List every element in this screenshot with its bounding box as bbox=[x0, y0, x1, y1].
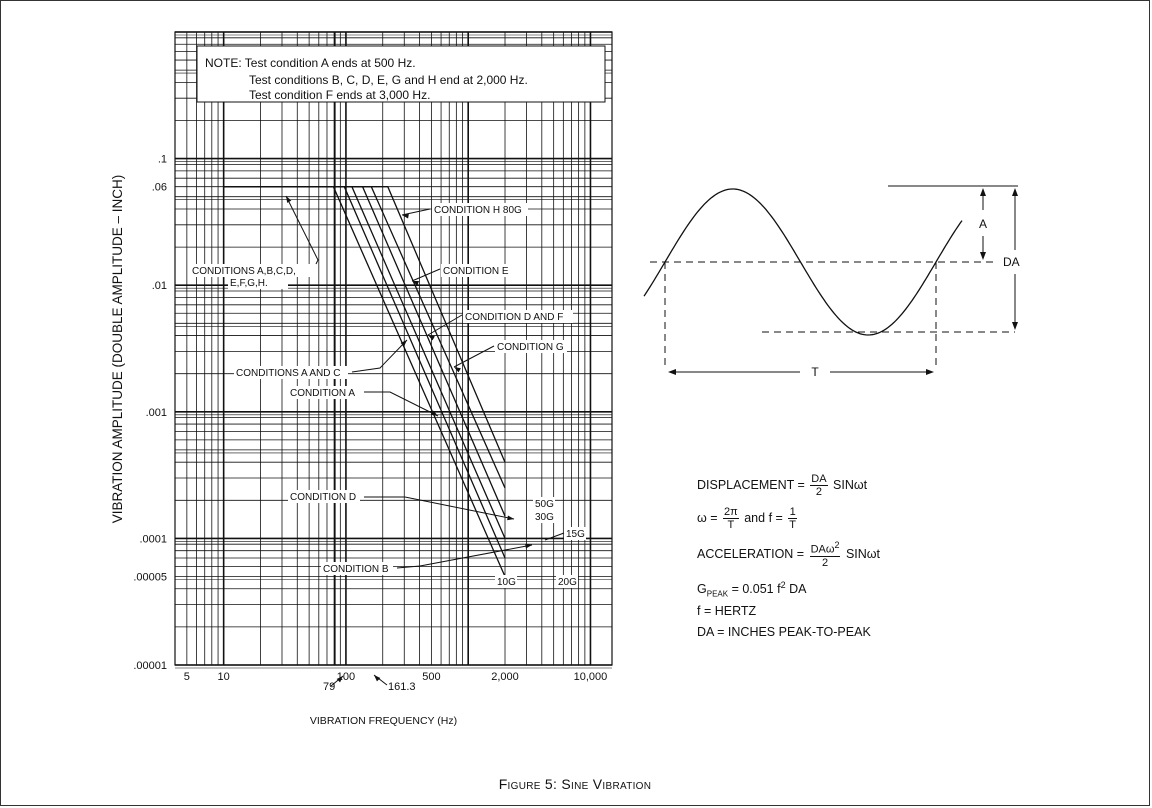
label-conditions-all-2-bg bbox=[228, 276, 288, 289]
arrow-condition-b bbox=[525, 543, 532, 549]
y-tick-label: .06 bbox=[152, 182, 167, 194]
label-20g-bg bbox=[556, 575, 578, 588]
double-amplitude-head-down bbox=[1012, 322, 1018, 330]
label-15g-bg bbox=[564, 527, 586, 540]
label-conditions-all-bg bbox=[190, 264, 312, 277]
amplitude-head-down bbox=[980, 252, 986, 260]
amplitude-head-up bbox=[980, 188, 986, 196]
leader-condition-d bbox=[364, 496, 515, 520]
period-arrowhead-right bbox=[926, 369, 934, 375]
x-tick-label: 10 bbox=[218, 671, 230, 683]
series-line bbox=[223, 186, 506, 463]
arrow-condition-a bbox=[431, 410, 438, 416]
label-condition-d-bg bbox=[288, 490, 360, 503]
da-definition: DA = INCHES PEAK-TO-PEAK bbox=[697, 625, 871, 639]
label-30g: 30G bbox=[535, 512, 554, 523]
label-161-hz: 161.3 bbox=[388, 681, 416, 693]
arrow-79-hz bbox=[336, 676, 343, 683]
label-20g: 20G bbox=[558, 577, 577, 588]
label-15g: 15G bbox=[566, 529, 585, 540]
y-axis-title: VIBRATION AMPLITUDE (DOUBLE AMPLITUDE – … bbox=[110, 175, 125, 524]
note-line-1: NOTE: Test condition A ends at 500 Hz. bbox=[205, 56, 416, 70]
leader-condition-b bbox=[396, 544, 533, 569]
x-tick-label: 5 bbox=[184, 671, 190, 683]
arrow-conditions-all bbox=[286, 196, 292, 203]
leader-condition-h bbox=[401, 208, 431, 216]
x-tick-label: 2,000 bbox=[491, 671, 519, 683]
double-amplitude-label: DA bbox=[1003, 255, 1020, 269]
label-condition-df: CONDITION D AND F bbox=[465, 312, 563, 323]
note-line-2: Test conditions B, C, D, E, G and H end … bbox=[249, 73, 528, 87]
chart-grid: 5 10 100 500 2,000 10,000 .1 .06 .01 .001 .0001 .00… bbox=[110, 31, 613, 727]
label-10g-bg bbox=[495, 575, 517, 588]
leader-conditions-ac bbox=[351, 339, 408, 373]
label-condition-h: CONDITION H 80G bbox=[434, 205, 522, 216]
amplitude-label: A bbox=[979, 217, 987, 231]
sine-wave-diagram: T A DA bbox=[643, 185, 1020, 379]
period-arrowhead-left bbox=[668, 369, 676, 375]
label-condition-d: CONDITION D bbox=[290, 492, 356, 503]
label-conditions-ac-bg bbox=[234, 366, 348, 379]
arrow-condition-h bbox=[402, 213, 409, 219]
label-50g: 50G bbox=[535, 499, 554, 510]
leader-condition-e bbox=[411, 268, 441, 282]
label-30g-bg bbox=[533, 510, 555, 523]
leader-conditions-all bbox=[285, 195, 319, 265]
arrow-condition-df bbox=[428, 335, 435, 341]
label-79-hz: 79 bbox=[323, 681, 335, 693]
label-condition-g: CONDITION G bbox=[497, 342, 564, 353]
y-tick-label: .00005 bbox=[133, 572, 167, 584]
arrow-condition-d bbox=[507, 515, 514, 521]
arrow-condition-g bbox=[454, 367, 461, 373]
y-tick-label: .01 bbox=[152, 280, 167, 292]
y-tick-label: .00001 bbox=[133, 660, 167, 672]
period-label: T bbox=[811, 365, 819, 379]
arrow-conditions-ac bbox=[400, 340, 407, 347]
label-condition-b: CONDITION B bbox=[323, 564, 389, 575]
label-condition-e: CONDITION E bbox=[443, 266, 509, 277]
figure-caption: Figure 5: Sine Vibration bbox=[498, 776, 652, 792]
note-line-3: Test condition F ends at 3,000 Hz. bbox=[249, 88, 430, 102]
label-50g-bg bbox=[533, 497, 555, 510]
chart-series bbox=[223, 186, 506, 577]
arrow-condition-e bbox=[412, 280, 419, 286]
x-tick-label: 100 bbox=[337, 671, 355, 683]
displacement-formula: DISPLACEMENT = DA 2 SINωt bbox=[697, 473, 868, 499]
gpeak-formula: GPEAK = 0.051 f2 DA bbox=[697, 580, 807, 599]
label-condition-h-bg bbox=[432, 203, 528, 216]
label-condition-b-bg bbox=[321, 562, 393, 575]
leader-condition-g bbox=[453, 345, 495, 368]
label-condition-df-bg bbox=[463, 310, 573, 323]
label-conditions-ac: CONDITIONS A AND C bbox=[236, 368, 340, 379]
x-tick-label: 10,000 bbox=[574, 671, 608, 683]
double-amplitude-head-up bbox=[1012, 188, 1018, 196]
sine-curve bbox=[643, 188, 963, 336]
arrow-161-hz bbox=[374, 675, 381, 682]
label-condition-a-bg bbox=[288, 386, 360, 399]
acceleration-formula: ACCELERATION = DAω2 2 SINωt bbox=[697, 540, 881, 569]
leader-condition-a bbox=[364, 391, 439, 417]
hertz-definition: f = HERTZ bbox=[697, 604, 757, 618]
y-tick-label: .1 bbox=[158, 154, 167, 166]
note-box bbox=[196, 45, 606, 103]
x-tick-label: 500 bbox=[422, 671, 440, 683]
plot-border bbox=[174, 31, 613, 666]
y-tick-label: .0001 bbox=[139, 533, 167, 545]
x-axis-title: VIBRATION FREQUENCY (Hz) bbox=[310, 715, 457, 727]
label-10g: 10G bbox=[497, 577, 516, 588]
label-condition-g-bg bbox=[495, 340, 567, 353]
leader-condition-df bbox=[427, 314, 463, 336]
y-tick-label: .001 bbox=[146, 407, 167, 419]
label-condition-a: CONDITION A bbox=[290, 388, 355, 399]
label-conditions-all-2: E,F,G,H. bbox=[230, 278, 268, 289]
label-conditions-all: CONDITIONS A,B,C,D, bbox=[192, 266, 296, 277]
label-condition-e-bg bbox=[441, 264, 513, 277]
leader-15g bbox=[544, 532, 565, 541]
